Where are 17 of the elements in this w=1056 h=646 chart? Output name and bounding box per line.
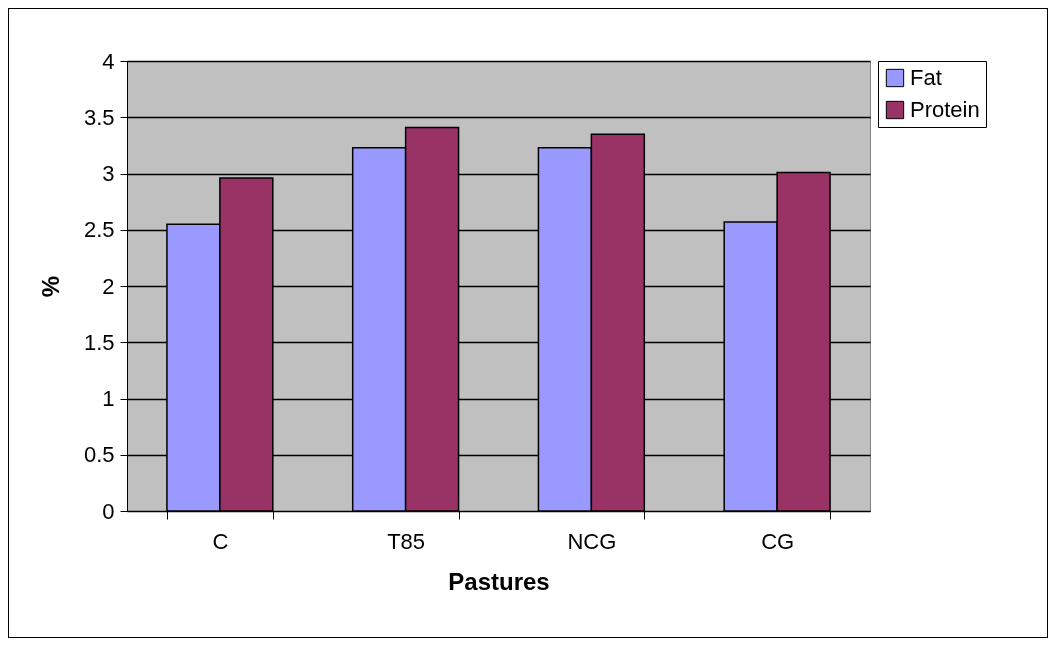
y-tick-label: 3.5: [83, 104, 115, 130]
y-tick-label: 0.5: [83, 442, 115, 468]
y-tick-label: 2: [102, 273, 115, 299]
legend-label: Fat: [910, 65, 942, 90]
x-tick-label: NCG: [567, 528, 617, 554]
y-tick-label: 3: [102, 161, 115, 186]
y-axis-title: %: [36, 275, 64, 298]
x-tick-label: T85: [387, 528, 426, 554]
x-tick-label: CG: [761, 528, 795, 554]
x-axis-title: Pastures: [448, 567, 550, 595]
y-tick-label: 2.5: [83, 217, 115, 243]
y-tick-label: 4: [102, 48, 115, 74]
x-tick-label: C: [212, 528, 229, 554]
legend-label: Protein: [910, 97, 980, 122]
y-tick-label: 0: [102, 498, 115, 524]
y-tick-label: 1.5: [83, 329, 115, 355]
y-tick-label: 1: [102, 386, 115, 411]
